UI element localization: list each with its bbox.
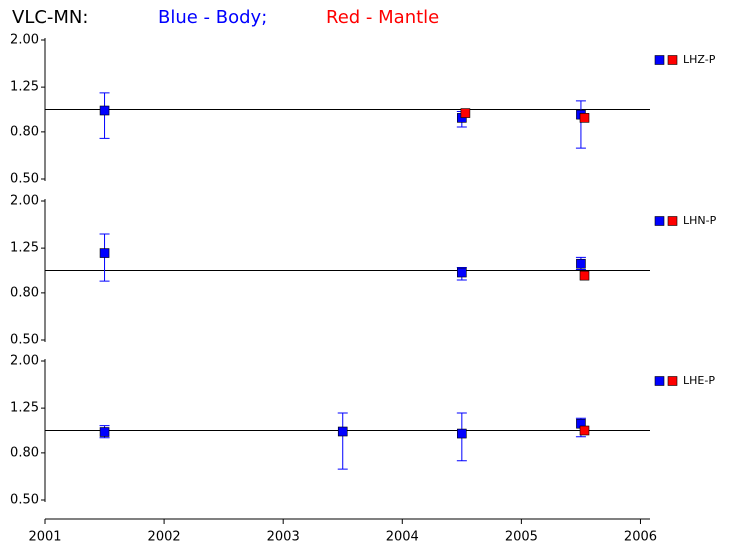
x-tick-label: 2001	[28, 530, 61, 545]
x-tick-label: 2003	[267, 530, 300, 545]
y-tick-label: 1.25	[10, 241, 39, 256]
title-blue: Blue - Body;	[158, 7, 267, 28]
y-tick-label: 1.25	[10, 401, 39, 416]
y-tick-label: 0.80	[10, 124, 39, 139]
point	[337, 426, 348, 437]
point	[99, 427, 110, 437]
y-tick-label: 0.80	[10, 445, 39, 460]
title-station: VLC-MN:	[12, 7, 88, 28]
point	[460, 108, 471, 118]
x-tick-label: 2006	[624, 530, 657, 545]
title-red: Red - Mantle	[326, 7, 439, 28]
legend-label: LHN-P	[683, 214, 717, 227]
y-tick-label: 2.00	[10, 194, 39, 209]
legend-swatch	[667, 55, 678, 65]
x-tick-label: 2004	[386, 530, 419, 545]
y-tick-label: 0.50	[10, 333, 39, 348]
legend-swatch	[667, 376, 678, 386]
point	[99, 105, 110, 116]
point	[99, 248, 110, 258]
point	[579, 270, 590, 281]
legend-swatch	[654, 376, 665, 386]
legend-swatch	[667, 216, 678, 226]
y-tick-label: 1.25	[10, 80, 39, 95]
legend-swatch	[654, 55, 665, 65]
error-bar	[575, 100, 586, 149]
error-bar	[337, 412, 348, 470]
y-tick-label: 0.50	[10, 172, 39, 187]
y-tick-label: 2.00	[10, 354, 39, 369]
x-tick-label: 2002	[148, 530, 181, 545]
y-tick-label: 2.00	[10, 33, 39, 48]
legend-label: LHZ-P	[683, 53, 716, 66]
point	[576, 258, 586, 269]
point	[457, 428, 467, 439]
y-tick-label: 0.50	[10, 493, 39, 508]
error-bar	[99, 92, 110, 139]
point	[457, 267, 467, 278]
legend-label: LHE-P	[683, 374, 715, 387]
legend-swatch	[654, 216, 665, 226]
y-tick-label: 0.80	[10, 285, 39, 300]
x-tick-label: 2005	[505, 530, 538, 545]
point	[579, 425, 590, 436]
point	[579, 113, 590, 123]
